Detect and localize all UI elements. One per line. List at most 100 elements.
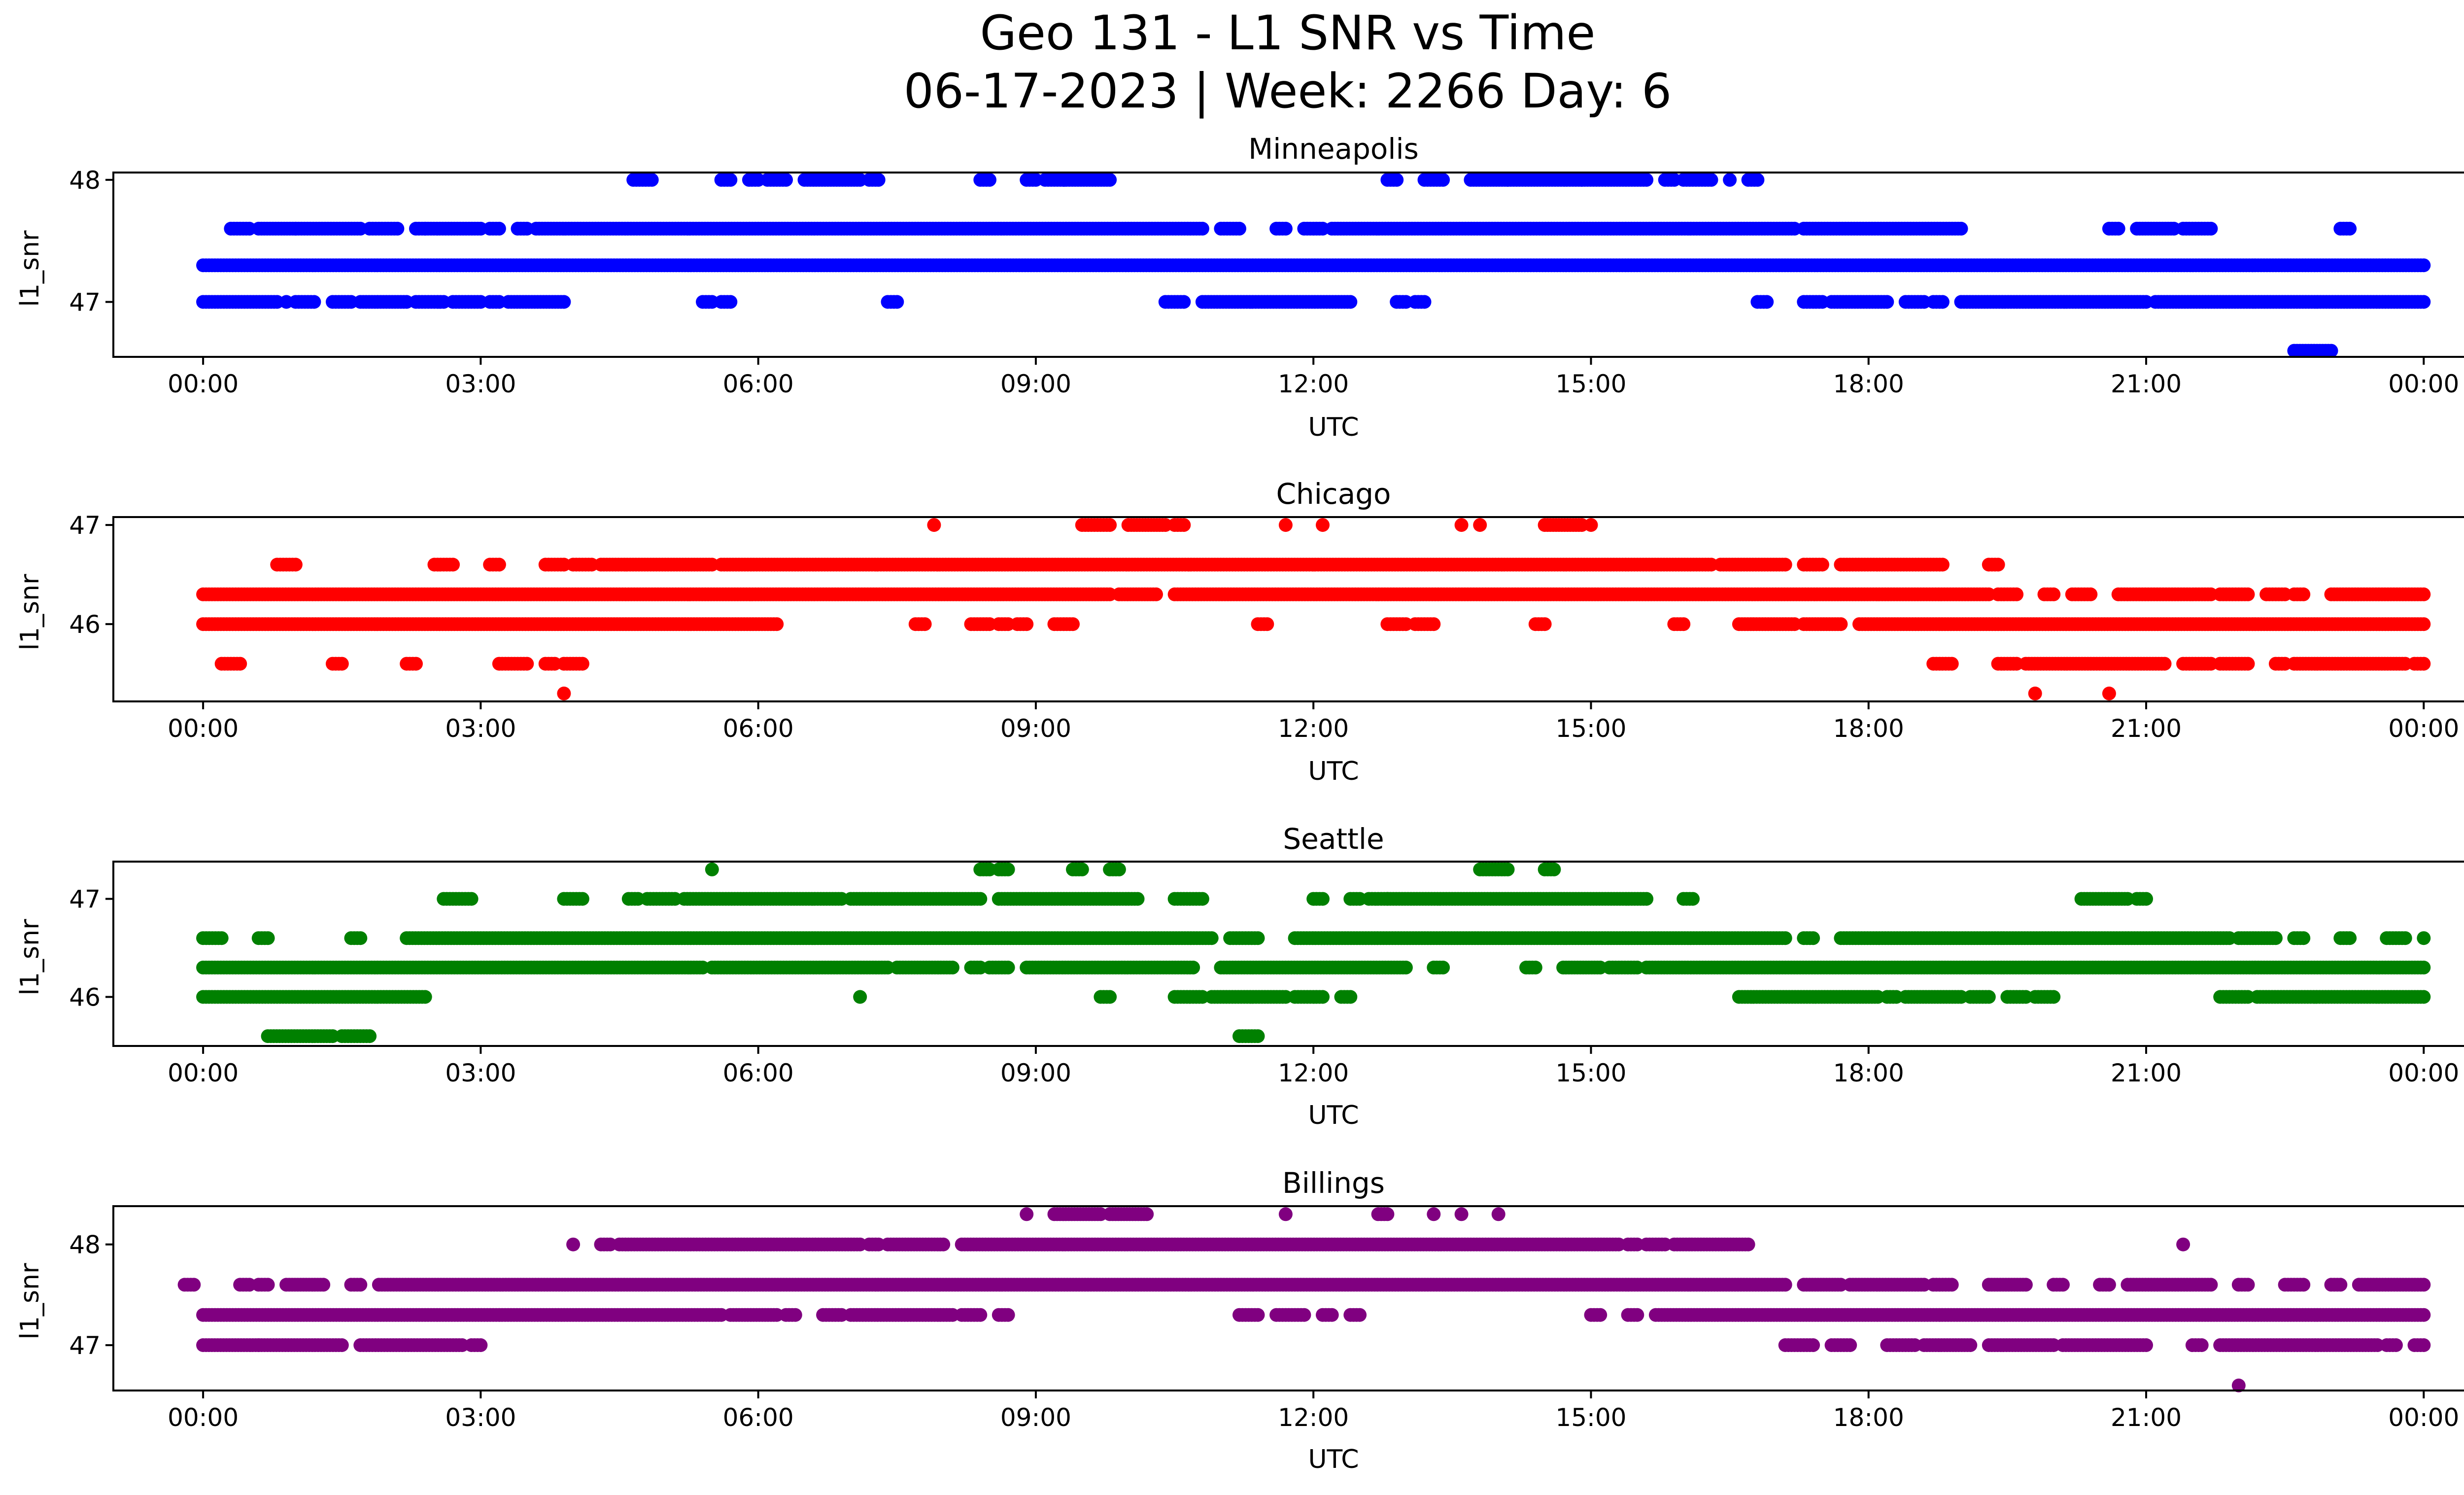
data-point bbox=[2204, 221, 2218, 236]
data-point bbox=[1149, 587, 1163, 601]
data-point bbox=[1750, 173, 1765, 187]
data-point bbox=[1075, 862, 1089, 876]
data-point bbox=[2241, 657, 2255, 671]
data-point bbox=[705, 862, 719, 876]
data-point bbox=[1066, 617, 1080, 631]
data-point bbox=[1954, 221, 1968, 236]
data-point bbox=[464, 892, 479, 906]
data-point bbox=[2157, 657, 2172, 671]
y-axis-label: l1_snr bbox=[15, 919, 45, 996]
data-point bbox=[557, 686, 571, 700]
data-point bbox=[1130, 892, 1145, 906]
scatter-points bbox=[196, 173, 2431, 358]
x-axis-label: UTC bbox=[1308, 757, 1359, 786]
data-point bbox=[1195, 892, 1209, 906]
data-point bbox=[492, 221, 506, 236]
panel-title: Minneapolis bbox=[1248, 132, 1419, 166]
data-point bbox=[1945, 657, 1959, 671]
data-point bbox=[1778, 931, 1792, 945]
data-point bbox=[1880, 295, 1894, 309]
data-point bbox=[214, 931, 229, 945]
data-point bbox=[1454, 518, 1469, 532]
data-point bbox=[1806, 931, 1820, 945]
x-tick-label: 06:00 bbox=[723, 370, 794, 398]
data-point bbox=[2139, 892, 2153, 906]
data-point bbox=[1177, 295, 1191, 309]
axes-frame bbox=[112, 516, 2464, 702]
data-point bbox=[1390, 173, 1404, 187]
data-point bbox=[557, 295, 571, 309]
data-point bbox=[927, 518, 941, 532]
x-tick-label: 12:00 bbox=[1278, 714, 1349, 743]
data-point bbox=[645, 173, 659, 187]
data-point bbox=[1640, 892, 1654, 906]
x-tick-label: 18:00 bbox=[1833, 714, 1904, 743]
data-point bbox=[1501, 862, 1515, 876]
data-point bbox=[2111, 221, 2125, 236]
panel-title: Chicago bbox=[1276, 477, 1391, 511]
y-tick-label: 46 bbox=[69, 610, 101, 639]
data-point bbox=[1686, 892, 1700, 906]
x-tick-label: 06:00 bbox=[723, 714, 794, 743]
data-point bbox=[1316, 518, 1330, 532]
data-point bbox=[1436, 173, 1450, 187]
x-tick-label: 03:00 bbox=[445, 714, 516, 743]
x-tick-label: 18:00 bbox=[1833, 370, 1904, 398]
x-tick-label: 21:00 bbox=[2111, 370, 2182, 398]
data-point bbox=[1815, 557, 1829, 572]
panel-chicago: Chicago UTC l1_snr 00:00 03:00 06:00 09:00 1… bbox=[15, 477, 2464, 786]
data-point bbox=[1020, 617, 1034, 631]
y-tick-label: 47 bbox=[69, 288, 101, 317]
data-point bbox=[2417, 258, 2431, 273]
data-point bbox=[2047, 587, 2061, 601]
data-point bbox=[1316, 892, 1330, 906]
x-tick-label: 12:00 bbox=[1278, 370, 1349, 398]
data-point bbox=[1103, 173, 1117, 187]
data-point bbox=[2010, 587, 2024, 601]
data-point bbox=[1778, 557, 1792, 572]
data-point bbox=[1251, 931, 1265, 945]
x-axis-label: UTC bbox=[1308, 1101, 1359, 1130]
data-point bbox=[890, 295, 904, 309]
panel-seattle: Seattle UTC l1_snr 00:00 03:00 06:00 09:00 1… bbox=[15, 822, 2464, 1130]
x-tick-label: 00:00 bbox=[2388, 370, 2459, 398]
data-point bbox=[261, 931, 275, 945]
data-point bbox=[918, 617, 932, 631]
data-point bbox=[770, 617, 784, 631]
data-point bbox=[2296, 931, 2311, 945]
data-point bbox=[1343, 295, 1358, 309]
data-point bbox=[307, 295, 321, 309]
data-point bbox=[1640, 173, 1654, 187]
data-point bbox=[2417, 587, 2431, 601]
y-axis-label: l1_snr bbox=[15, 230, 45, 307]
data-point bbox=[446, 557, 460, 572]
axes-frame bbox=[112, 172, 2464, 358]
data-point bbox=[2343, 221, 2357, 236]
data-point bbox=[520, 657, 534, 671]
data-point bbox=[1427, 617, 1441, 631]
data-point bbox=[1723, 173, 1737, 187]
data-point bbox=[1935, 557, 1950, 572]
data-point bbox=[1278, 518, 1293, 532]
data-point bbox=[2343, 931, 2357, 945]
data-point bbox=[1103, 518, 1117, 532]
data-point bbox=[1677, 617, 1691, 631]
data-point bbox=[2324, 344, 2338, 358]
y-axis-label: l1_snr bbox=[15, 574, 45, 651]
data-point bbox=[409, 657, 423, 671]
data-point bbox=[2417, 657, 2431, 671]
data-point bbox=[1834, 617, 1848, 631]
figure-title-line2: 06-17-2023 | Week: 2266 Day: 6 bbox=[904, 64, 1672, 119]
data-point bbox=[1704, 173, 1718, 187]
data-point bbox=[1991, 557, 2005, 572]
figure-title-line1: Geo 131 - L1 SNR vs Time bbox=[980, 5, 1596, 61]
data-point bbox=[1760, 295, 1774, 309]
data-point bbox=[1584, 518, 1598, 532]
data-point bbox=[1260, 617, 1274, 631]
x-tick-label: 00:00 bbox=[168, 714, 239, 743]
data-point bbox=[983, 173, 996, 187]
data-point bbox=[2417, 617, 2431, 631]
data-point bbox=[2296, 587, 2311, 601]
data-point bbox=[723, 295, 738, 309]
